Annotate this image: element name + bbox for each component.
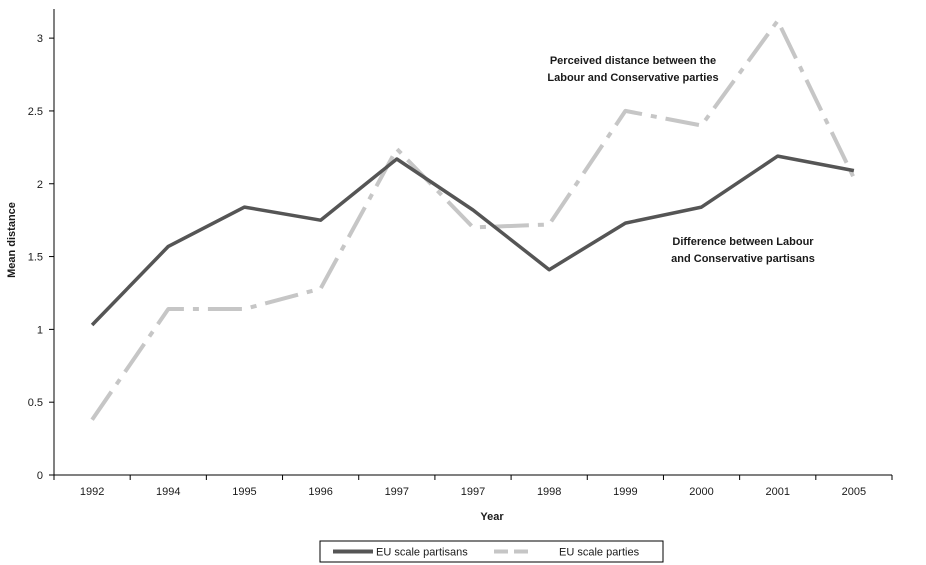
annotation-parties-line-1: Perceived distance between the bbox=[550, 55, 716, 67]
y-tick-label: 2 bbox=[37, 179, 43, 191]
legend: EU scale partisans EU scale parties bbox=[319, 540, 664, 563]
annotation-partisans-line-2: and Conservative partisans bbox=[671, 253, 815, 265]
y-tick-label: 0 bbox=[37, 470, 43, 482]
legend-label-partisans: EU scale partisans bbox=[376, 547, 468, 559]
x-tick-label: 1999 bbox=[613, 486, 637, 498]
legend-box bbox=[319, 540, 664, 563]
y-tick-label: 1.5 bbox=[28, 252, 43, 264]
y-tick-label: 1 bbox=[37, 324, 43, 336]
y-axis-title: Mean distance bbox=[6, 202, 18, 278]
x-axis-title: Year bbox=[480, 511, 504, 523]
x-tick-label: 1996 bbox=[308, 486, 332, 498]
x-tick-label: 1992 bbox=[80, 486, 104, 498]
x-tick-label: 2005 bbox=[842, 486, 866, 498]
y-axis-ticks: 0 0.5 1 1.5 2 2.5 3 bbox=[28, 33, 54, 482]
x-tick-label: 1998 bbox=[537, 486, 561, 498]
x-tick-label: 2001 bbox=[765, 486, 789, 498]
x-tick-label: 1997 bbox=[461, 486, 485, 498]
x-axis-ticks: 1992 1994 1995 1996 1997 1997 1998 1999 2000 2001… bbox=[53, 475, 893, 498]
series-layer bbox=[90, 18, 856, 421]
y-tick-label: 2.5 bbox=[28, 106, 43, 118]
y-tick-label: 0.5 bbox=[28, 397, 43, 409]
x-tick-label: 1995 bbox=[232, 486, 256, 498]
axes bbox=[53, 9, 892, 476]
y-tick-label: 3 bbox=[37, 33, 43, 45]
x-tick-label: 1994 bbox=[156, 486, 180, 498]
annotation-parties-line-2: Labour and Conservative parties bbox=[547, 72, 718, 84]
series-line-partisans bbox=[90, 154, 855, 327]
legend-label-parties: EU scale parties bbox=[559, 547, 640, 559]
x-tick-label: 1997 bbox=[385, 486, 409, 498]
x-tick-label: 2000 bbox=[689, 486, 713, 498]
annotation-partisans-line-1: Difference between Labour bbox=[672, 236, 814, 248]
series-line-parties bbox=[90, 18, 856, 421]
